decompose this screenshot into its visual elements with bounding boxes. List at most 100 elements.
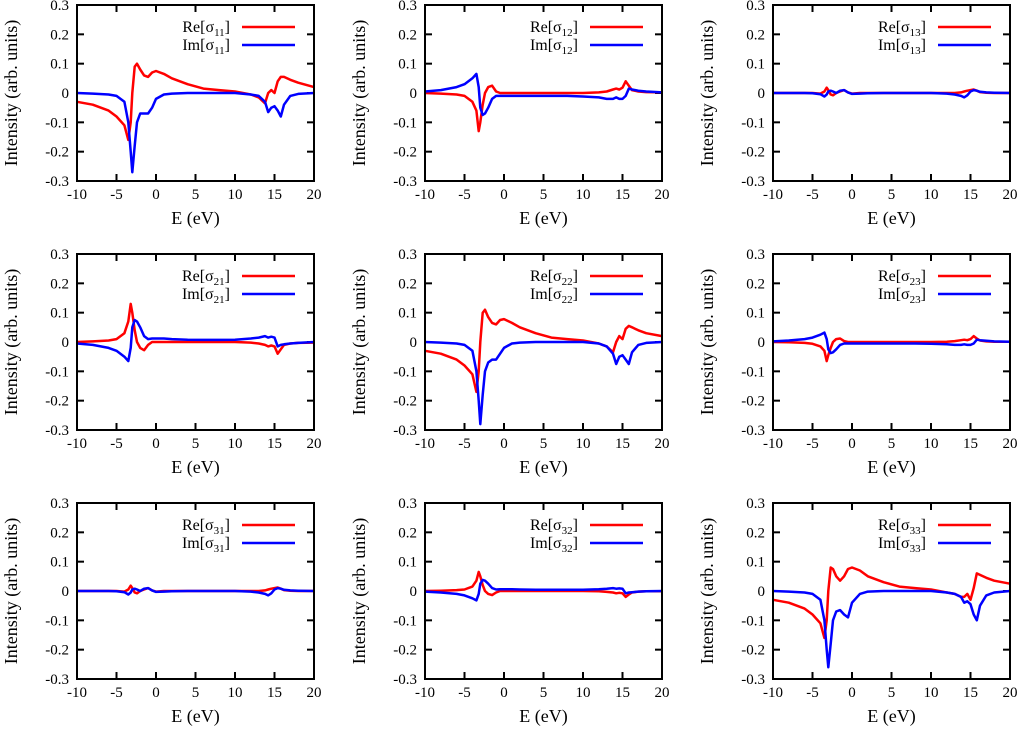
x-tick-label: 10 xyxy=(924,685,939,701)
x-axis-label: E (eV) xyxy=(519,208,567,229)
x-tick-label: 0 xyxy=(152,685,160,701)
y-tick-label: -0.2 xyxy=(45,145,69,161)
y-tick-label: 0.2 xyxy=(746,525,765,541)
y-tick-label: 0.3 xyxy=(398,496,417,512)
legend-label: Re[σ13] xyxy=(878,19,926,39)
y-tick-label: 0 xyxy=(410,335,418,351)
y-tick-label: -0.2 xyxy=(393,394,417,410)
plot-frame xyxy=(424,4,663,182)
subplot-3: -10 -5 0 5 10 15 20 -0.3 -0.2 -0.1 0 0.1 0.2 0.3 Re[σ1… xyxy=(697,0,1018,229)
x-tick-label: 20 xyxy=(307,187,322,203)
y-tick-label: 0 xyxy=(62,86,70,102)
x-tick-label: 0 xyxy=(848,436,856,452)
series-line-real xyxy=(76,302,315,355)
x-tick-label: -5 xyxy=(110,187,123,203)
x-tick-label: -5 xyxy=(458,187,471,203)
x-tick-label: 10 xyxy=(228,187,243,203)
subplot-4: -10 -5 0 5 10 15 20 -0.3 -0.2 -0.1 0 0.1 0.2 0.3 Re[σ2… xyxy=(1,247,322,478)
legend-label: Im[σ11] xyxy=(182,37,230,57)
legend-label: Re[σ32] xyxy=(530,517,578,537)
y-tick-label: 0.2 xyxy=(746,276,765,292)
legend-label: Re[σ12] xyxy=(530,19,578,39)
x-tick-label: 20 xyxy=(655,436,670,452)
x-tick-label: 20 xyxy=(1003,436,1018,452)
x-tick-label: -10 xyxy=(763,436,783,452)
y-tick-label: -0.2 xyxy=(741,145,765,161)
subplot-2: -10 -5 0 5 10 15 20 -0.3 -0.2 -0.1 0 0.1 0.2 0.3 Re[σ1… xyxy=(349,0,670,229)
y-tick-label: -0.2 xyxy=(393,643,417,659)
y-tick-label: 0 xyxy=(410,584,418,600)
y-tick-label: 0.2 xyxy=(50,276,69,292)
series-line-imag xyxy=(76,91,315,174)
x-tick-label: 0 xyxy=(500,436,508,452)
y-tick-label: 0.1 xyxy=(746,57,765,73)
y-tick-label: -0.3 xyxy=(45,174,69,190)
legend-label: Re[σ33] xyxy=(878,517,926,537)
y-tick-label: -0.1 xyxy=(741,115,765,131)
y-tick-label: 0.1 xyxy=(746,306,765,322)
y-tick-label: -0.3 xyxy=(393,174,417,190)
x-tick-label: 15 xyxy=(963,436,978,452)
subplot-5: -10 -5 0 5 10 15 20 -0.3 -0.2 -0.1 0 0.1 0.2 0.3 Re[σ2… xyxy=(349,247,670,478)
x-tick-label: 0 xyxy=(152,436,160,452)
x-tick-label: -10 xyxy=(67,187,87,203)
legend-label: Im[σ13] xyxy=(878,37,926,57)
x-tick-label: 5 xyxy=(888,436,896,452)
y-tick-label: 0.1 xyxy=(50,57,69,73)
x-tick-label: 5 xyxy=(192,187,200,203)
y-tick-label: -0.1 xyxy=(45,115,69,131)
y-tick-label: 0 xyxy=(758,335,766,351)
x-tick-label: -10 xyxy=(415,187,435,203)
y-tick-label: 0.1 xyxy=(398,57,417,73)
y-tick-label: 0.2 xyxy=(398,276,417,292)
x-tick-label: 0 xyxy=(500,187,508,203)
y-axis-label: Intensity (arb. units) xyxy=(697,518,718,664)
x-tick-label: 5 xyxy=(192,436,200,452)
series-line-real xyxy=(772,566,1011,640)
x-tick-label: 20 xyxy=(655,187,670,203)
plot-frame xyxy=(424,253,663,431)
y-tick-label: 0 xyxy=(758,584,766,600)
x-axis-label: E (eV) xyxy=(867,706,915,727)
x-axis-label: E (eV) xyxy=(171,208,219,229)
legend-label: Im[σ33] xyxy=(878,535,926,555)
y-tick-label: -0.1 xyxy=(393,115,417,131)
y-tick-label: 0.2 xyxy=(50,27,69,43)
x-tick-label: -5 xyxy=(458,685,471,701)
x-tick-label: 0 xyxy=(848,685,856,701)
legend-label: Re[σ31] xyxy=(182,517,230,537)
y-axis-label: Intensity (arb. units) xyxy=(349,518,370,664)
x-tick-label: 0 xyxy=(500,685,508,701)
y-axis-label: Intensity (arb. units) xyxy=(349,20,370,166)
y-axis-label: Intensity (arb. units) xyxy=(697,20,718,166)
legend-label: Im[σ21] xyxy=(182,286,230,306)
legend-label: Im[σ22] xyxy=(530,286,578,306)
subplot-8: -10 -5 0 5 10 15 20 -0.3 -0.2 -0.1 0 0.1 0.2 0.3 Re[σ3… xyxy=(349,496,670,727)
x-tick-label: 10 xyxy=(924,187,939,203)
series-line-real xyxy=(424,570,662,599)
x-tick-label: 5 xyxy=(540,187,548,203)
x-tick-label: 10 xyxy=(228,436,243,452)
x-tick-label: 5 xyxy=(888,187,896,203)
x-tick-label: 0 xyxy=(152,187,160,203)
legend-label: Im[σ12] xyxy=(530,37,578,57)
y-tick-label: 0 xyxy=(62,584,70,600)
y-axis-label: Intensity (arb. units) xyxy=(1,269,22,415)
y-tick-label: -0.3 xyxy=(741,672,765,688)
x-tick-label: -5 xyxy=(806,685,819,701)
y-tick-label: 0 xyxy=(62,335,70,351)
x-tick-label: 15 xyxy=(267,685,282,701)
subplot-7: -10 -5 0 5 10 15 20 -0.3 -0.2 -0.1 0 0.1 0.2 0.3 Re[σ3… xyxy=(1,496,322,727)
y-tick-label: 0 xyxy=(758,86,766,102)
x-tick-label: 0 xyxy=(848,187,856,203)
plot-frame xyxy=(76,502,315,680)
x-tick-label: 15 xyxy=(963,187,978,203)
y-tick-label: -0.2 xyxy=(393,145,417,161)
x-tick-label: 10 xyxy=(576,187,591,203)
series-line-imag xyxy=(772,589,1011,669)
x-tick-label: 5 xyxy=(540,685,548,701)
y-tick-label: -0.2 xyxy=(741,394,765,410)
x-tick-label: -10 xyxy=(415,436,435,452)
y-tick-label: 0.3 xyxy=(746,496,765,512)
y-tick-label: -0.2 xyxy=(45,394,69,410)
